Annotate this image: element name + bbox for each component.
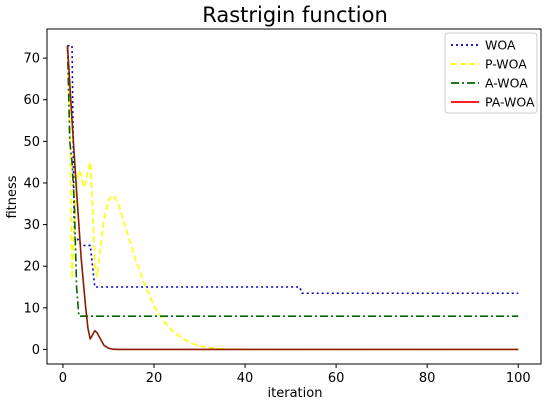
series-layer [66,44,519,351]
legend-label-a-woa: A-WOA [485,76,528,91]
y-axis: 0 10 20 30 40 50 60 70 [23,52,47,358]
x-tick-label: 0 [59,371,67,386]
x-axis: 0 20 40 60 80 100 [59,364,531,386]
legend-label-p-woa: P-WOA [485,57,527,72]
x-tick-label: 40 [237,371,254,386]
y-tick-label: 40 [23,176,40,191]
x-axis-title: iteration [268,386,323,401]
y-axis-title: fitness [5,175,20,218]
legend-label-woa: WOA [485,38,516,53]
legend: WOA P-WOA A-WOA PA-WOA [444,32,538,114]
y-tick-label: 70 [23,52,40,67]
legend-box [444,32,538,114]
y-tick-label: 50 [23,135,40,150]
legend-label-pa-woa: PA-WOA [485,95,535,110]
chart-title: Rastrigin function [202,3,388,27]
y-tick-label: 20 [23,260,40,275]
x-tick-label: 20 [146,371,163,386]
plot-frame [46,28,542,365]
y-tick-label: 0 [32,343,40,358]
y-tick-label: 30 [23,218,40,233]
x-tick-label: 100 [506,371,531,386]
series-line-pa-woa [66,45,519,351]
x-tick-label: 80 [419,371,436,386]
series-line-p-woa [66,45,519,351]
y-tick-label: 10 [23,301,40,316]
y-tick-label: 60 [23,93,40,108]
x-tick-label: 60 [328,371,345,386]
